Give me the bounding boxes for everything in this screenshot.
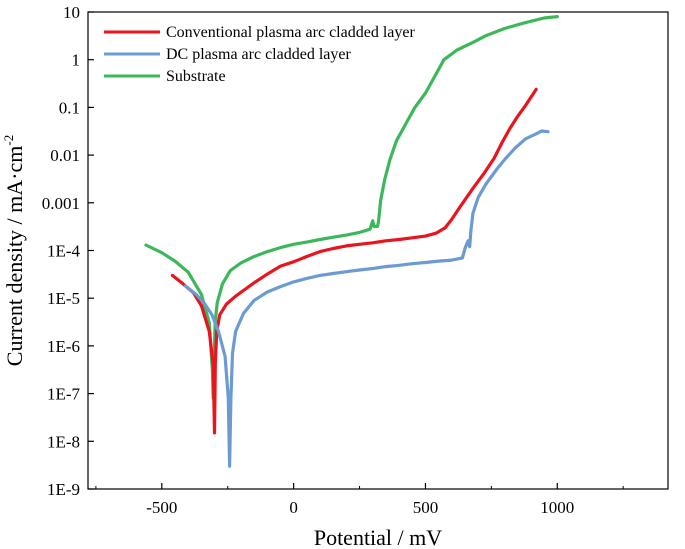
- x-tick-label: 500: [413, 498, 439, 517]
- ticks-layer: -500 0 500 1000 1E-9 1E-8 1E-7 1E-6 1E-5 1E-4 0.00…: [42, 3, 624, 517]
- y-tick-label: 10: [63, 3, 80, 22]
- series-line-dc-plasma-arc-cladded-layer: [183, 129, 550, 468]
- y-tick-label: 1: [72, 51, 81, 70]
- y-axis-title-sup: -2: [1, 135, 16, 146]
- x-tick-label: 0: [289, 498, 298, 517]
- legend-label: Substrate: [166, 68, 226, 85]
- y-tick-label: 1E-5: [47, 289, 80, 308]
- y-tick-label: 1E-6: [47, 337, 80, 356]
- y-tick-label: 0.01: [50, 146, 80, 165]
- y-tick-label: 1E-4: [47, 242, 81, 261]
- y-tick-label: 1E-8: [47, 432, 80, 451]
- y-tick-label: 1E-7: [47, 385, 81, 404]
- legend-label: DC plasma arc cladded layer: [166, 46, 351, 63]
- x-tick-label: -500: [146, 498, 177, 517]
- y-tick-label: 0.1: [59, 98, 80, 117]
- legend: Conventional plasma arc cladded layer DC …: [104, 24, 415, 85]
- y-axis-title: Current density / mA·cm-2: [1, 135, 27, 366]
- x-tick-label: 1000: [540, 498, 574, 517]
- x-axis-title: Potential / mV: [314, 525, 442, 549]
- y-tick-label: 0.001: [42, 194, 80, 213]
- series-line-conventional-plasma-arc-cladded-layer: [170, 87, 538, 435]
- y-tick-label: 1E-9: [47, 480, 80, 499]
- series-layer: [144, 15, 559, 468]
- y-axis-title-main: Current density / mA·cm: [2, 146, 27, 367]
- legend-label: Conventional plasma arc cladded layer: [166, 24, 415, 41]
